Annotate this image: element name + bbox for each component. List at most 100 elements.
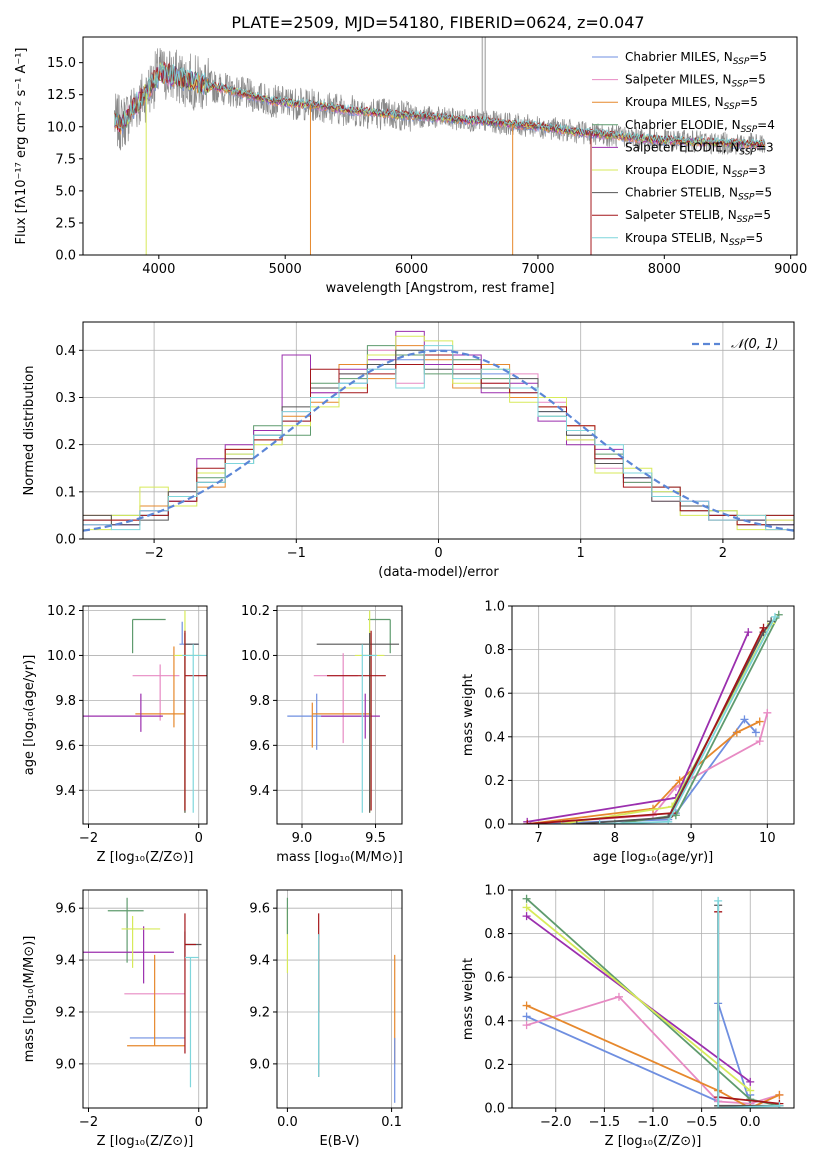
x-axis-label: age [log₁₀(age/yr)]: [593, 850, 714, 865]
x-tick-label: −1: [287, 546, 306, 561]
x-tick-label: 0.0: [740, 1115, 761, 1130]
axes-frame: [82, 889, 208, 1109]
legend-entry: Kroupa STELIB, NSSP=5: [625, 231, 763, 248]
x-tick-label: 0: [195, 831, 203, 846]
x-tick-label: 0: [195, 1115, 203, 1130]
panel-age-vs-mass: 9.0 9.5 9.4 9.6 9.8 10.0 10.2 mass [log₁₀(M/M⊙)…: [241, 604, 403, 865]
grid: [512, 605, 794, 825]
y-tick-label: 0.1: [55, 485, 76, 500]
y-tick-label: 0.2: [55, 438, 76, 453]
series-line-salpeter-stelib: [527, 627, 765, 824]
data-point: [755, 737, 764, 746]
model-spectrum-salpeter-stelib: [114, 61, 765, 148]
x-tick-label: 7: [535, 831, 543, 846]
data-point: [595, 820, 604, 824]
y-tick-label: 10.2: [47, 604, 76, 619]
legend-entry: Salpeter ELODIE, NSSP=3: [625, 140, 774, 157]
y-tick-label: 0.4: [55, 344, 76, 359]
x-tick-label: −2: [79, 831, 98, 846]
y-tick-label: 5.0: [55, 184, 76, 199]
y-tick-label: 0.0: [484, 818, 505, 833]
x-tick-label: −1.0: [637, 1115, 669, 1130]
y-tick-label: 10.0: [241, 649, 270, 664]
data-point: [522, 903, 531, 912]
y-tick-label: 0.3: [55, 391, 76, 406]
data-point: [664, 817, 673, 824]
series-line-kroupa-stelib: [717, 900, 780, 1108]
histogram-kroupa-stelib: [83, 345, 794, 539]
x-tick-label: 6000: [395, 262, 428, 277]
grid: [277, 890, 402, 1108]
data-point: [775, 1090, 784, 1099]
histogram-salpeter-stelib: [83, 354, 794, 539]
axes-frame: [82, 605, 208, 825]
y-axis-label: Normed distribution: [22, 366, 37, 496]
y-axis-label: mass weight: [461, 674, 476, 756]
data-point: [614, 992, 623, 1001]
y-tick-label: 10.2: [241, 604, 270, 619]
series-line-chabrier-stelib: [717, 905, 780, 1107]
legend-entry: Kroupa ELODIE, NSSP=3: [625, 163, 766, 180]
plot-area: [287, 610, 400, 813]
y-tick-label: 0.0: [55, 249, 76, 264]
legend: Chabrier MILES, NSSP=5 Salpeter MILES, NS…: [592, 50, 775, 248]
x-tick-label: 7000: [521, 262, 554, 277]
data-point: [572, 820, 581, 824]
data-point: [770, 612, 779, 621]
y-tick-label: 0.0: [484, 1102, 505, 1117]
x-tick-label: −2: [79, 1115, 98, 1130]
plot-area: [523, 610, 783, 824]
y-tick-label: 9.0: [249, 1057, 270, 1072]
model-spectrum-kroupa-stelib: [114, 62, 765, 146]
x-tick-label: 5000: [269, 262, 302, 277]
grid: [83, 890, 207, 1108]
y-axis-label: mass [log₁₀(M/M⊙)]: [22, 936, 37, 1063]
panels: 4000 5000 6000 7000 8000 90000.02.55.07.510.0…: [14, 36, 807, 1149]
axes-frame: [276, 605, 403, 825]
y-tick-label: 0.6: [484, 971, 505, 986]
data-point: [751, 728, 760, 737]
legend-entry: 𝒩(0, 1): [731, 337, 778, 352]
y-tick-label: 7.5: [55, 152, 76, 167]
x-tick-label: 1: [577, 546, 585, 561]
x-tick-label: −0.5: [686, 1115, 718, 1130]
data-point: [755, 717, 764, 726]
y-tick-label: 1.0: [484, 884, 505, 899]
y-axis-label: mass weight: [461, 958, 476, 1040]
x-axis-label: Z [log₁₀(Z/Z⊙)]: [605, 1134, 702, 1149]
data-point: [775, 1101, 784, 1108]
legend-entry: Salpeter STELIB, NSSP=5: [625, 208, 771, 225]
x-tick-label: 2: [719, 546, 727, 561]
data-point: [746, 1077, 755, 1086]
x-axis-label: mass [log₁₀(M/M⊙)]: [276, 850, 403, 865]
data-point: [675, 776, 684, 785]
y-tick-label: 9.2: [55, 1005, 76, 1020]
panel-mass-vs-Z: −2 0 9.0 9.2 9.4 9.6 Z [log₁₀(Z/Z⊙)] mass [log₁…: [22, 889, 208, 1149]
panel-residuals: −2 −1 0 1 2 0.0 0.1 0.2 0.3 0.4 (data-model)/error…: [22, 321, 795, 580]
x-tick-label: −2.0: [540, 1115, 572, 1130]
data-point: [523, 820, 532, 824]
y-tick-label: 9.8: [249, 694, 270, 709]
y-tick-label: 9.8: [55, 694, 76, 709]
y-tick-label: 9.4: [55, 954, 76, 969]
data-point: [746, 1095, 755, 1104]
x-axis-label: Z [log₁₀(Z/Z⊙)]: [97, 850, 194, 865]
grid: [83, 606, 207, 824]
y-tick-label: 15.0: [47, 56, 76, 71]
x-axis-label: E(B-V): [319, 1134, 359, 1149]
plot-area: [114, 37, 766, 255]
y-tick-label: 9.4: [249, 784, 270, 799]
x-axis-label: Z [log₁₀(Z/Z⊙)]: [97, 1134, 194, 1149]
legend-entry: Salpeter MILES, NSSP=5: [625, 73, 766, 90]
y-tick-label: 0.0: [55, 533, 76, 548]
data-point: [714, 896, 723, 905]
y-tick-label: 9.6: [55, 902, 76, 917]
panel-age-vs-Z: −2 0 9.4 9.6 9.8 10.0 10.2 Z [log₁₀(Z/Z⊙)] age […: [22, 604, 208, 865]
x-tick-label: 4000: [142, 262, 175, 277]
plot-area: [83, 610, 207, 813]
data-point: [522, 1001, 531, 1010]
plot-area: [83, 897, 202, 1088]
series-line-chabrier-miles: [527, 717, 757, 824]
data-point: [522, 1021, 531, 1030]
